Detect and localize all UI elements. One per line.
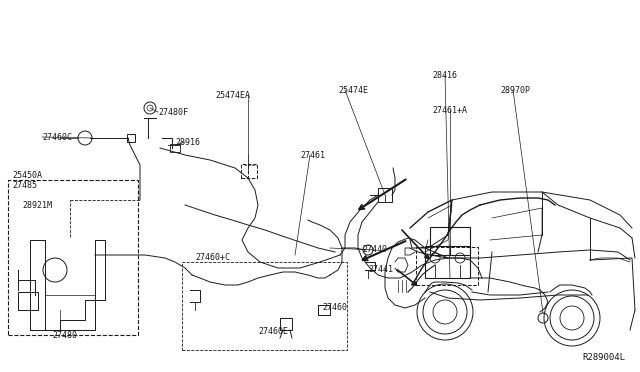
Bar [425, 246, 470, 278]
Text: 27441: 27441 [368, 266, 393, 275]
Text: 27460E: 27460E [258, 327, 288, 337]
Text: 27461: 27461 [300, 151, 325, 160]
Bar [241, 164, 257, 178]
Text: 27460C: 27460C [42, 132, 72, 141]
Text: 25474EA: 25474EA [215, 90, 250, 99]
Text: R289004L: R289004L [582, 353, 625, 362]
Text: 28416: 28416 [432, 71, 457, 80]
Text: 27460+C: 27460+C [195, 253, 230, 263]
Text: 25450A: 25450A [12, 170, 42, 180]
Bar [378, 188, 392, 202]
Bar [430, 227, 470, 255]
Bar [8, 180, 138, 335]
Bar [182, 262, 347, 350]
Text: 27461+A: 27461+A [432, 106, 467, 115]
Text: 27485: 27485 [12, 180, 37, 189]
Bar [416, 247, 478, 285]
Text: 28970P: 28970P [500, 86, 530, 94]
Bar [170, 144, 180, 152]
Bar [127, 134, 135, 142]
Text: 27480F: 27480F [158, 108, 188, 116]
Text: 27460: 27460 [322, 304, 347, 312]
Text: 25474E: 25474E [338, 86, 368, 94]
Text: 28916: 28916 [175, 138, 200, 147]
Text: 27440: 27440 [362, 246, 387, 254]
Bar [18, 292, 38, 310]
Text: 27480: 27480 [52, 330, 77, 340]
Text: 28921M: 28921M [22, 201, 52, 209]
